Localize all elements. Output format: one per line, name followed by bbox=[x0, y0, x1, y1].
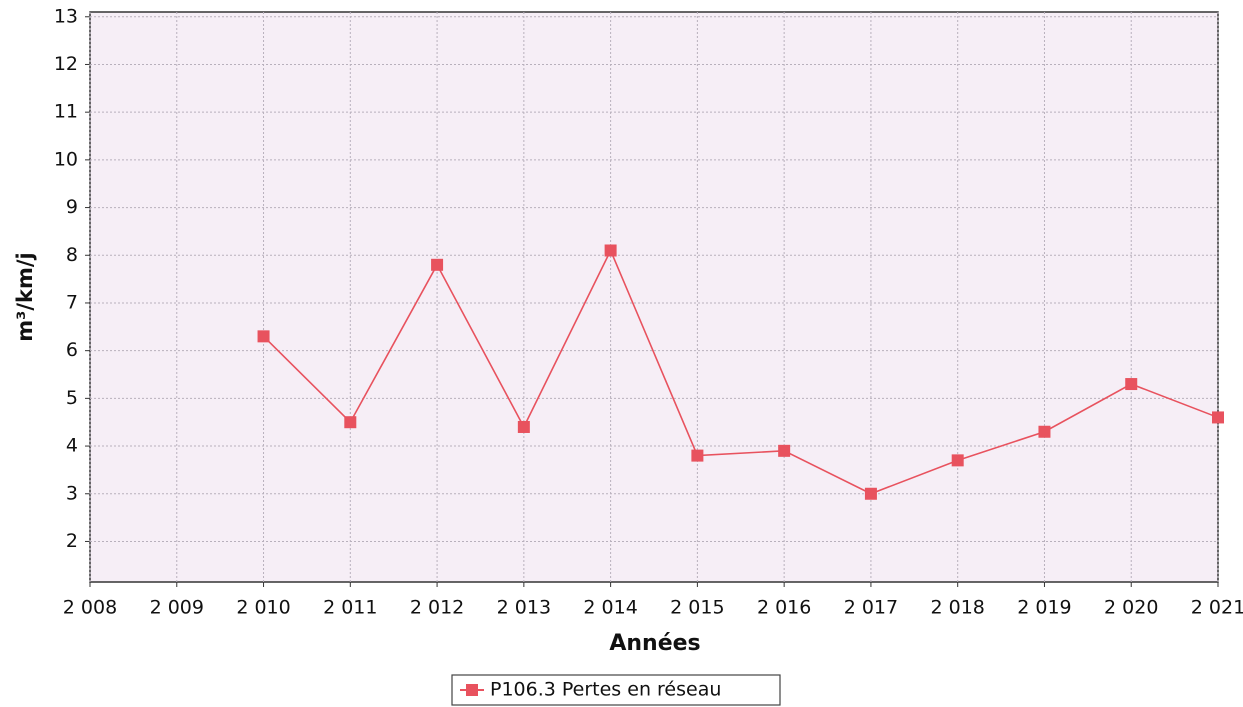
y-tick-label: 2 bbox=[66, 530, 78, 552]
data-point bbox=[1125, 378, 1138, 391]
x-tick-label: 2 011 bbox=[323, 597, 377, 619]
legend-box bbox=[451, 674, 781, 706]
x-tick-label: 2 009 bbox=[150, 597, 204, 619]
x-tick-label: 2 018 bbox=[930, 597, 984, 619]
y-tick-label: 6 bbox=[66, 339, 78, 361]
data-line bbox=[262, 248, 1219, 495]
y-tick-label: 8 bbox=[66, 244, 78, 266]
y-tick-label: 9 bbox=[66, 196, 78, 218]
y-axis-label: m³/km/j bbox=[13, 252, 37, 341]
y-tick-label: 5 bbox=[66, 387, 78, 409]
y-tick-label: 3 bbox=[66, 482, 78, 504]
data-point bbox=[257, 330, 270, 343]
data-point bbox=[517, 420, 530, 433]
data-point bbox=[431, 258, 444, 271]
data-point bbox=[1038, 425, 1051, 438]
legend-marker bbox=[466, 684, 478, 696]
y-tick-label: 11 bbox=[54, 101, 78, 123]
x-tick-label: 2 010 bbox=[236, 597, 290, 619]
data-point bbox=[344, 416, 357, 429]
data-point bbox=[1212, 411, 1224, 424]
y-tick-label: 10 bbox=[54, 148, 78, 170]
data-point bbox=[691, 449, 704, 462]
y-tick-label: 13 bbox=[54, 5, 78, 27]
data-point bbox=[951, 454, 964, 467]
x-axis-label: Années bbox=[609, 631, 700, 656]
x-tick-label: 2 016 bbox=[757, 597, 811, 619]
x-tick-label: 2 015 bbox=[670, 597, 724, 619]
x-tick-label: 2 013 bbox=[497, 597, 551, 619]
x-tick-label: 2 014 bbox=[583, 597, 637, 619]
x-tick-label: 2 017 bbox=[844, 597, 898, 619]
y-tick-label: 4 bbox=[66, 435, 78, 457]
plot-area bbox=[89, 11, 1219, 583]
data-point bbox=[778, 444, 791, 457]
x-tick-label: 2 008 bbox=[63, 597, 117, 619]
data-point bbox=[864, 487, 877, 500]
x-tick-label: 2 012 bbox=[410, 597, 464, 619]
x-tick-label: 2 020 bbox=[1104, 597, 1158, 619]
y-tick-label: 7 bbox=[66, 291, 78, 313]
x-tick-label: 2 019 bbox=[1017, 597, 1071, 619]
data-point bbox=[604, 244, 617, 257]
y-tick-label: 12 bbox=[54, 53, 78, 75]
x-tick-label: 2 021 bbox=[1191, 597, 1243, 619]
legend-label: P106.3 Pertes en réseau bbox=[490, 679, 721, 701]
